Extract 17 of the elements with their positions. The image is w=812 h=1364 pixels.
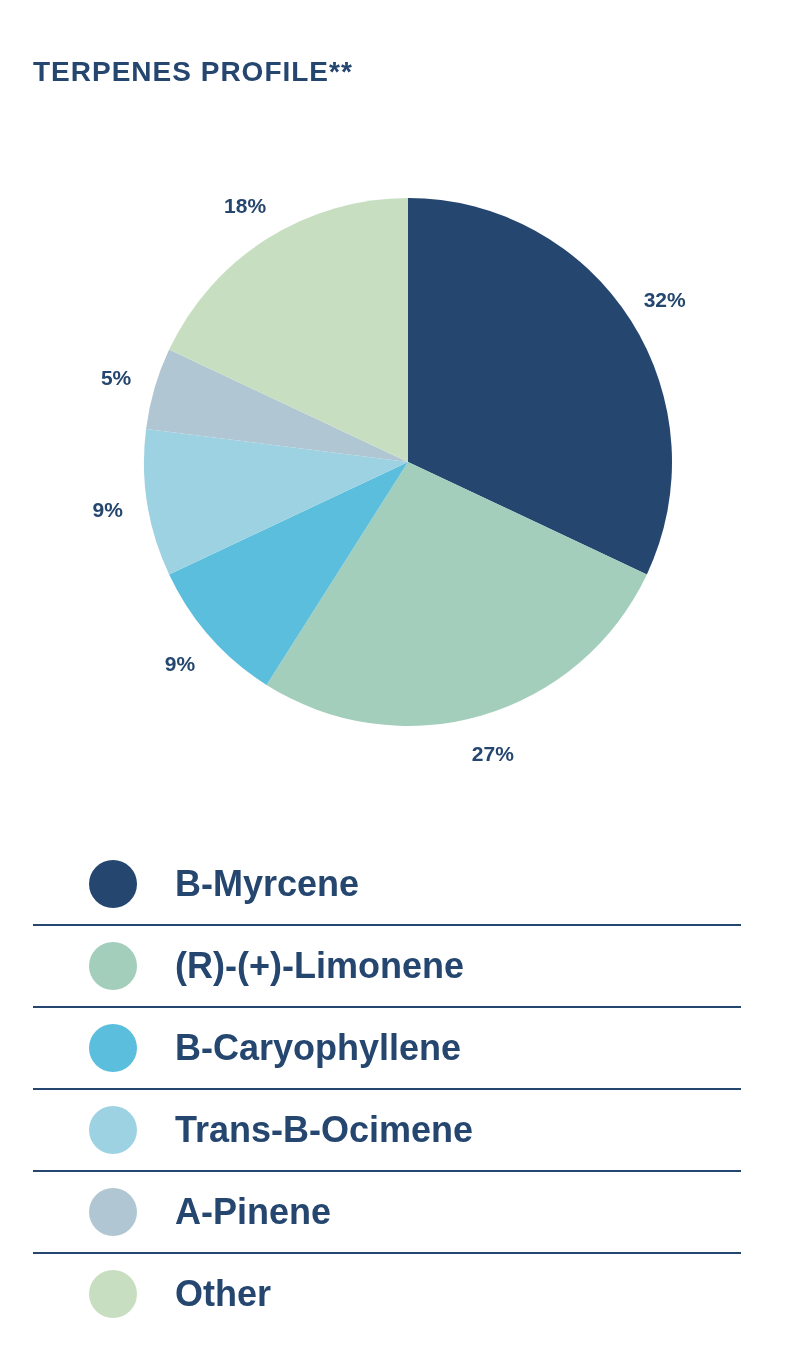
- pie-slice: [144, 428, 408, 575]
- data-label: 5%: [100, 365, 132, 389]
- legend-label: B-Caryophyllene: [175, 1027, 462, 1069]
- legend-label: A-Pinene: [175, 1191, 332, 1233]
- data-label: 32%: [643, 287, 687, 311]
- pie-slice: [266, 462, 647, 726]
- legend-label: Other: [175, 1273, 272, 1315]
- data-label: 27%: [471, 742, 515, 766]
- data-label: 18%: [224, 193, 267, 217]
- pie-slice: [169, 198, 408, 462]
- legend-label: Trans-B-Ocimene: [175, 1109, 474, 1151]
- data-label: 9%: [164, 651, 196, 675]
- chart-title: TERPENES PROFILE**: [33, 55, 353, 89]
- data-label: 9%: [92, 498, 124, 522]
- legend-label: B-Myrcene: [175, 863, 360, 905]
- pie-slice: [146, 349, 408, 462]
- legend-label: (R)-(+)-Limonene: [175, 945, 464, 987]
